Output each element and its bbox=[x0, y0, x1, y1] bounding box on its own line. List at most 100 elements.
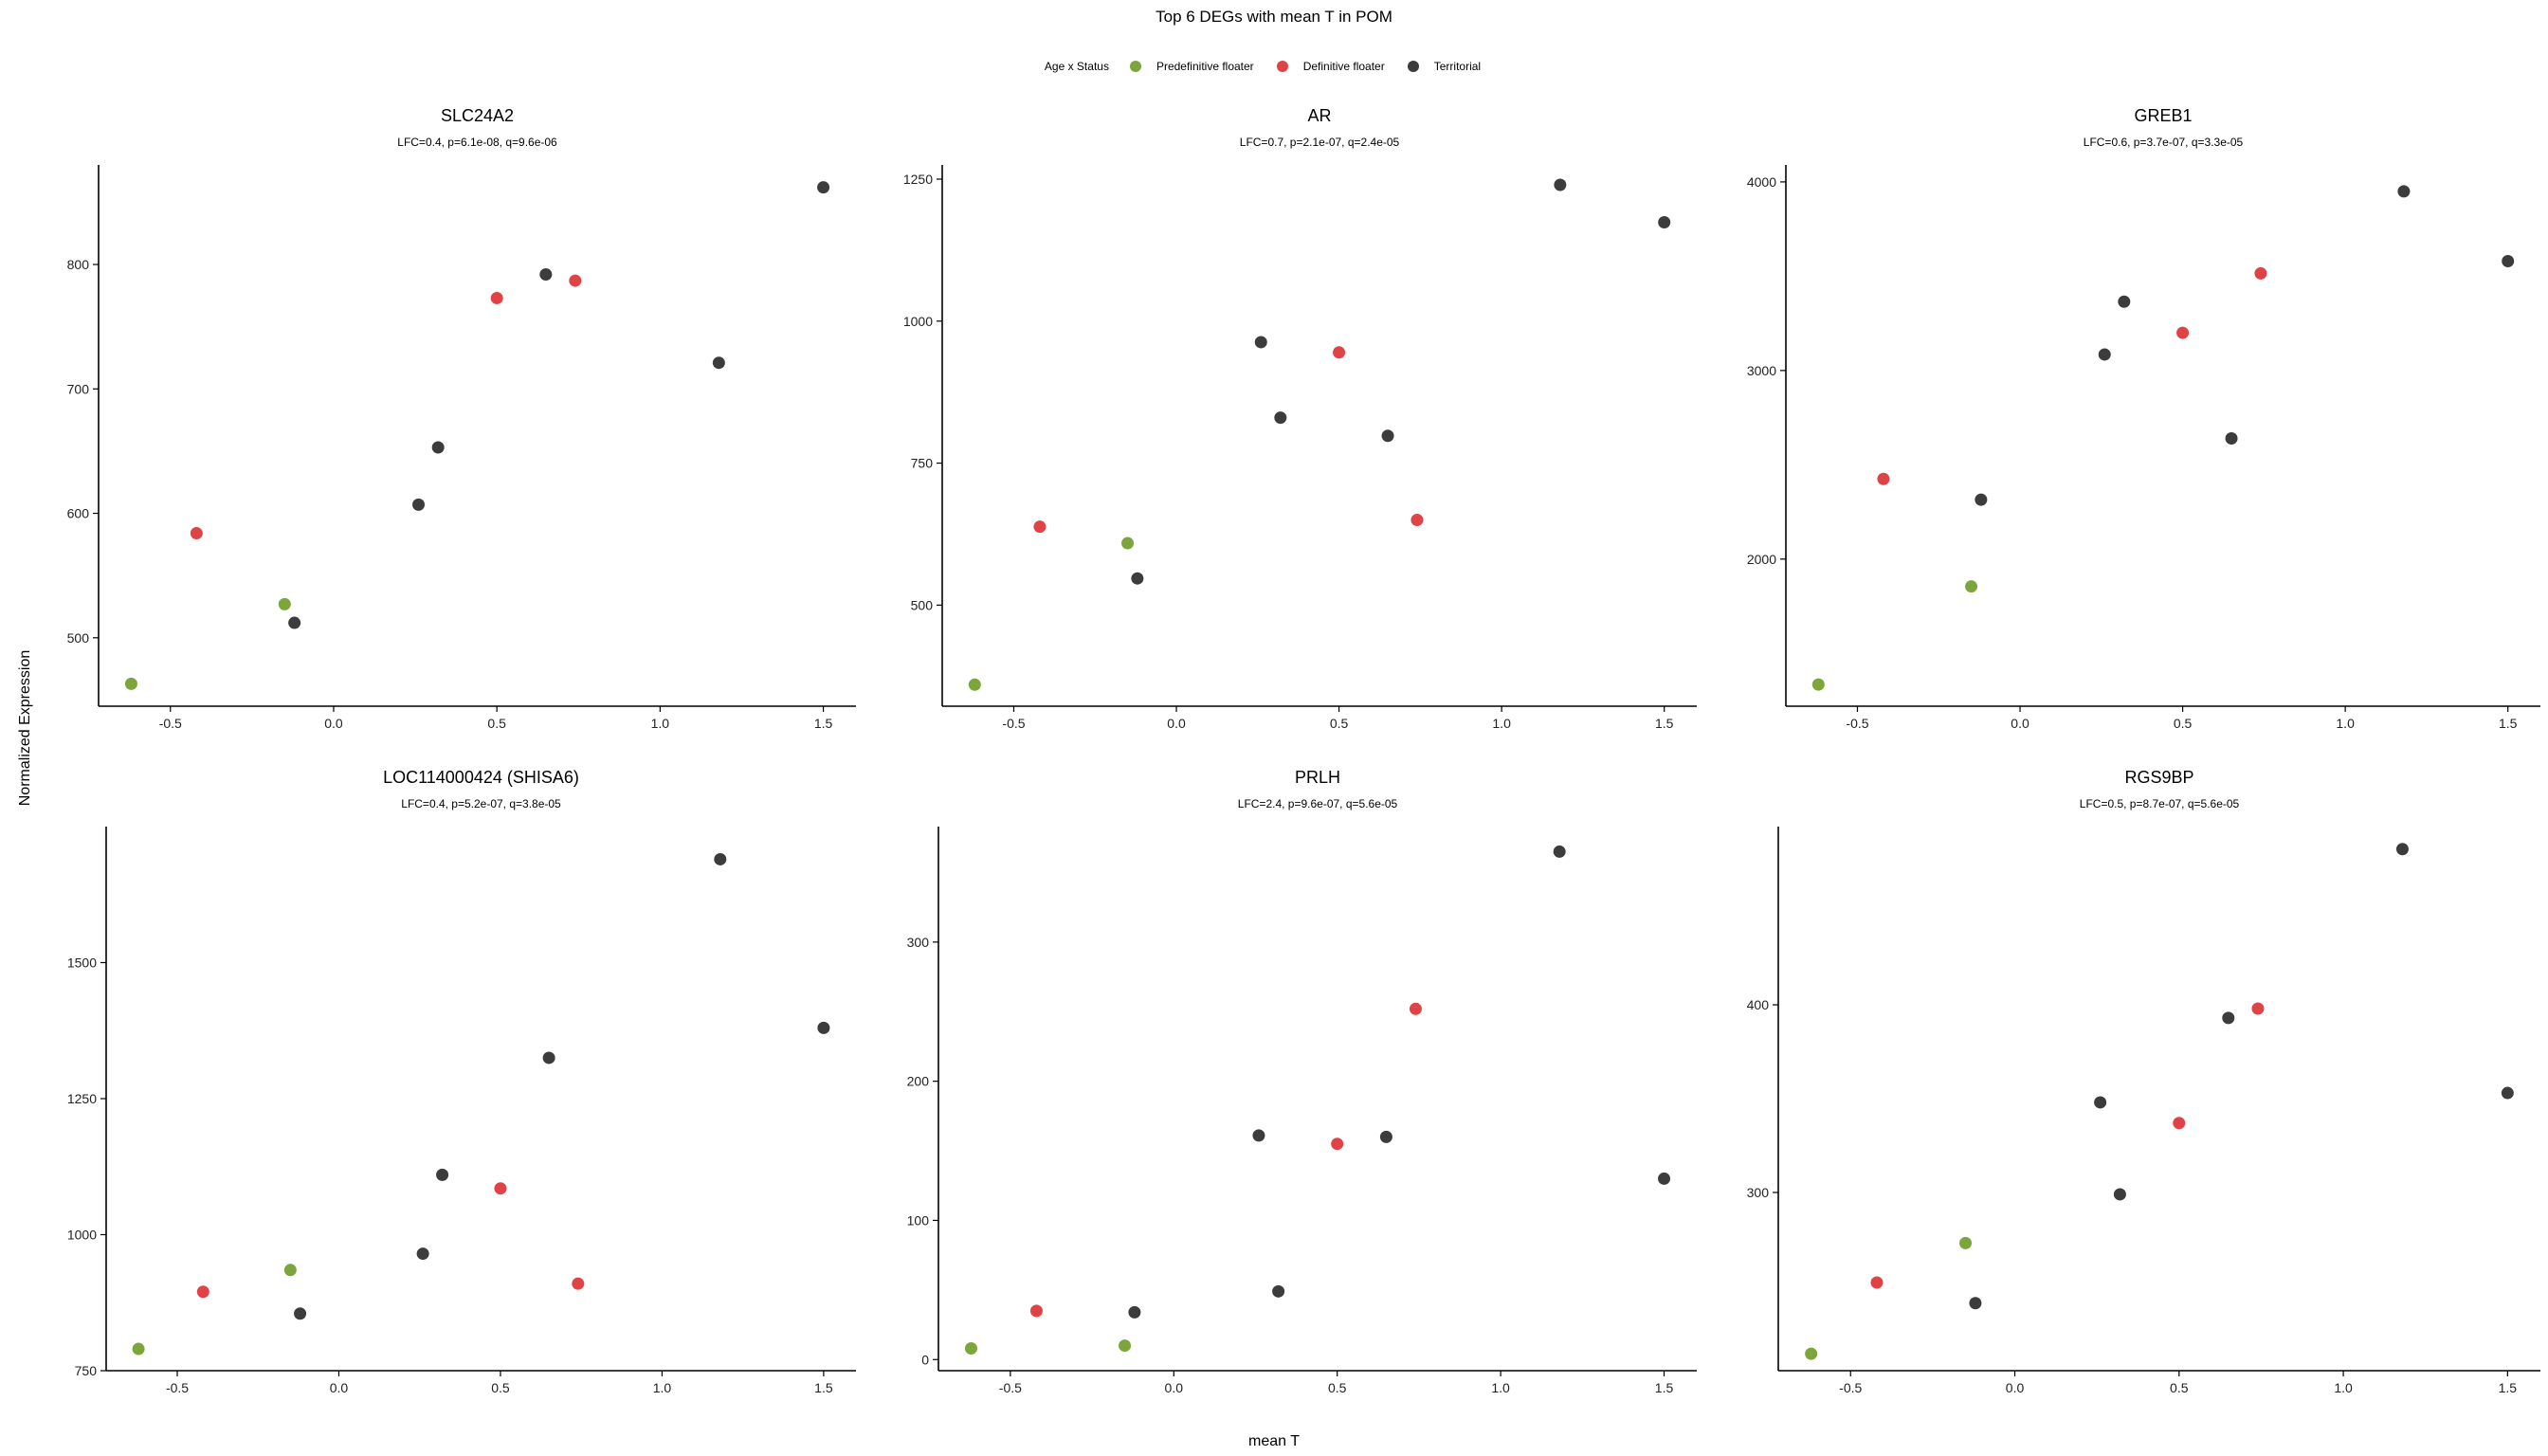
legend-label-predefinitive: Predefinitive floater bbox=[1156, 60, 1254, 73]
y-tick-label: 1000 bbox=[67, 1228, 97, 1243]
x-tick-label: -0.5 bbox=[999, 1380, 1022, 1395]
legend-swatch-predefinitive bbox=[1129, 61, 1141, 72]
point-territorial bbox=[288, 616, 301, 629]
x-tick-label: 0.5 bbox=[487, 716, 506, 731]
panel-subtitle: LFC=0.4, p=6.1e-08, q=9.6e-06 bbox=[397, 136, 557, 149]
x-tick-label: 0.0 bbox=[330, 1380, 349, 1395]
point-definitive-floater bbox=[490, 291, 503, 304]
panel-3: GREB1 LFC=0.6, p=3.7e-07, q=3.3e-05 -0.5 0.… bbox=[1747, 106, 2540, 731]
x-tick-label: 0.0 bbox=[2011, 716, 2029, 731]
point-definitive-floater bbox=[2251, 1002, 2265, 1015]
y-tick-label: 400 bbox=[1747, 997, 1770, 1012]
y-tick-label: 2000 bbox=[1747, 552, 1776, 567]
x-tick-label: -0.5 bbox=[1839, 1380, 1862, 1395]
point-territorial bbox=[2501, 1086, 2514, 1100]
y-tick-label: 600 bbox=[67, 506, 90, 521]
panel-subtitle: LFC=0.6, p=3.7e-07, q=3.3e-05 bbox=[2084, 136, 2244, 149]
x-tick-label: 1.5 bbox=[814, 1380, 833, 1395]
panel-6: RGS9BP LFC=0.5, p=8.7e-07, q=5.6e-05 -0.5 0… bbox=[1747, 768, 2540, 1395]
point-predefinitive-floater bbox=[968, 678, 981, 691]
point-territorial bbox=[2397, 185, 2411, 198]
point-definitive-floater bbox=[2173, 1117, 2186, 1130]
panel-subtitle: LFC=0.7, p=2.1e-07, q=2.4e-05 bbox=[1240, 136, 1400, 149]
point-territorial bbox=[1658, 1172, 1671, 1185]
panel-title: LOC114000424 (SHISA6) bbox=[383, 768, 579, 787]
y-tick-label: 200 bbox=[907, 1074, 930, 1089]
point-territorial bbox=[714, 852, 727, 865]
x-tick-label: 0.5 bbox=[491, 1380, 510, 1395]
point-territorial bbox=[412, 498, 426, 511]
point-territorial bbox=[2113, 1188, 2126, 1201]
panel-1: SLC24A2 LFC=0.4, p=6.1e-08, q=9.6e-06 -0.5… bbox=[67, 106, 856, 731]
point-territorial bbox=[712, 356, 725, 370]
x-tick-label: -0.5 bbox=[166, 1380, 189, 1395]
panel-title: GREB1 bbox=[2134, 106, 2192, 125]
point-territorial bbox=[1128, 1305, 1141, 1319]
legend: Age x Status Predefinitive floater Defin… bbox=[0, 60, 2548, 73]
x-tick-label: 0.0 bbox=[1165, 1380, 1184, 1395]
x-tick-label: 0.5 bbox=[2170, 1380, 2189, 1395]
point-predefinitive-floater bbox=[1811, 678, 1825, 691]
panel-2: AR LFC=0.7, p=2.1e-07, q=2.4e-05 -0.5 0.0 0.… bbox=[903, 106, 1697, 731]
point-predefinitive-floater bbox=[1119, 1339, 1132, 1353]
x-tick-label: 0.0 bbox=[1167, 716, 1186, 731]
y-tick-label: 500 bbox=[911, 597, 934, 612]
point-definitive-floater bbox=[1333, 346, 1346, 359]
point-territorial bbox=[294, 1307, 307, 1320]
legend-title: Age x Status bbox=[1044, 60, 1109, 73]
point-definitive-floater bbox=[1029, 1304, 1043, 1318]
point-territorial bbox=[2222, 1011, 2235, 1025]
y-tick-label: 800 bbox=[67, 257, 90, 272]
point-territorial bbox=[2502, 254, 2515, 267]
point-definitive-floater bbox=[1877, 472, 1890, 485]
y-tick-label: 300 bbox=[907, 935, 930, 950]
panel-subtitle: LFC=0.5, p=8.7e-07, q=5.6e-05 bbox=[2080, 797, 2240, 810]
panel-title: PRLH bbox=[1295, 768, 1340, 787]
point-territorial bbox=[539, 268, 553, 282]
point-predefinitive-floater bbox=[1965, 580, 1978, 593]
x-tick-label: 1.5 bbox=[1655, 716, 1674, 731]
y-tick-label: 0 bbox=[921, 1352, 929, 1367]
point-territorial bbox=[436, 1168, 449, 1181]
y-tick-label: 4000 bbox=[1747, 174, 1776, 190]
x-tick-label: 1.0 bbox=[2336, 716, 2355, 731]
point-definitive-floater bbox=[190, 527, 203, 540]
point-territorial bbox=[416, 1247, 429, 1261]
point-predefinitive-floater bbox=[964, 1342, 977, 1356]
y-tick-label: 1250 bbox=[903, 172, 933, 187]
legend-item-territorial: Territorial bbox=[1407, 60, 1482, 73]
point-territorial bbox=[542, 1051, 555, 1065]
legend-swatch-territorial bbox=[1407, 61, 1419, 72]
x-tick-label: 1.0 bbox=[2334, 1380, 2353, 1395]
legend-item-definitive: Definitive floater bbox=[1276, 60, 1385, 73]
point-definitive-floater bbox=[2254, 266, 2267, 280]
point-territorial bbox=[2098, 348, 2111, 361]
point-territorial bbox=[1969, 1297, 1982, 1310]
point-predefinitive-floater bbox=[1959, 1236, 1973, 1249]
point-territorial bbox=[1131, 572, 1144, 585]
point-territorial bbox=[817, 1021, 830, 1034]
legend-item-predefinitive: Predefinitive floater bbox=[1129, 60, 1254, 73]
panel-5: PRLH LFC=2.4, p=9.6e-07, q=5.6e-05 -0.5 0.0… bbox=[907, 768, 1697, 1395]
point-definitive-floater bbox=[1410, 513, 1424, 526]
point-definitive-floater bbox=[196, 1285, 209, 1299]
y-tick-label: 100 bbox=[907, 1212, 930, 1228]
y-tick-label: 750 bbox=[75, 1363, 98, 1378]
x-tick-label: 0.5 bbox=[1330, 716, 1349, 731]
y-tick-label: 750 bbox=[911, 456, 934, 471]
point-definitive-floater bbox=[1033, 520, 1046, 534]
point-predefinitive-floater bbox=[283, 1264, 297, 1277]
x-tick-label: -0.5 bbox=[1002, 716, 1025, 731]
point-predefinitive-floater bbox=[124, 677, 137, 690]
x-tick-label: 1.5 bbox=[2499, 716, 2518, 731]
point-territorial bbox=[817, 181, 830, 194]
x-tick-label: 1.0 bbox=[1492, 716, 1511, 731]
legend-label-territorial: Territorial bbox=[1433, 60, 1482, 73]
x-tick-label: 1.0 bbox=[653, 1380, 672, 1395]
x-tick-label: -0.5 bbox=[1846, 716, 1868, 731]
x-tick-label: 1.5 bbox=[1655, 1380, 1674, 1395]
y-tick-label: 1500 bbox=[67, 956, 97, 971]
x-tick-label: 0.0 bbox=[324, 716, 343, 731]
legend-label-definitive: Definitive floater bbox=[1302, 60, 1385, 73]
